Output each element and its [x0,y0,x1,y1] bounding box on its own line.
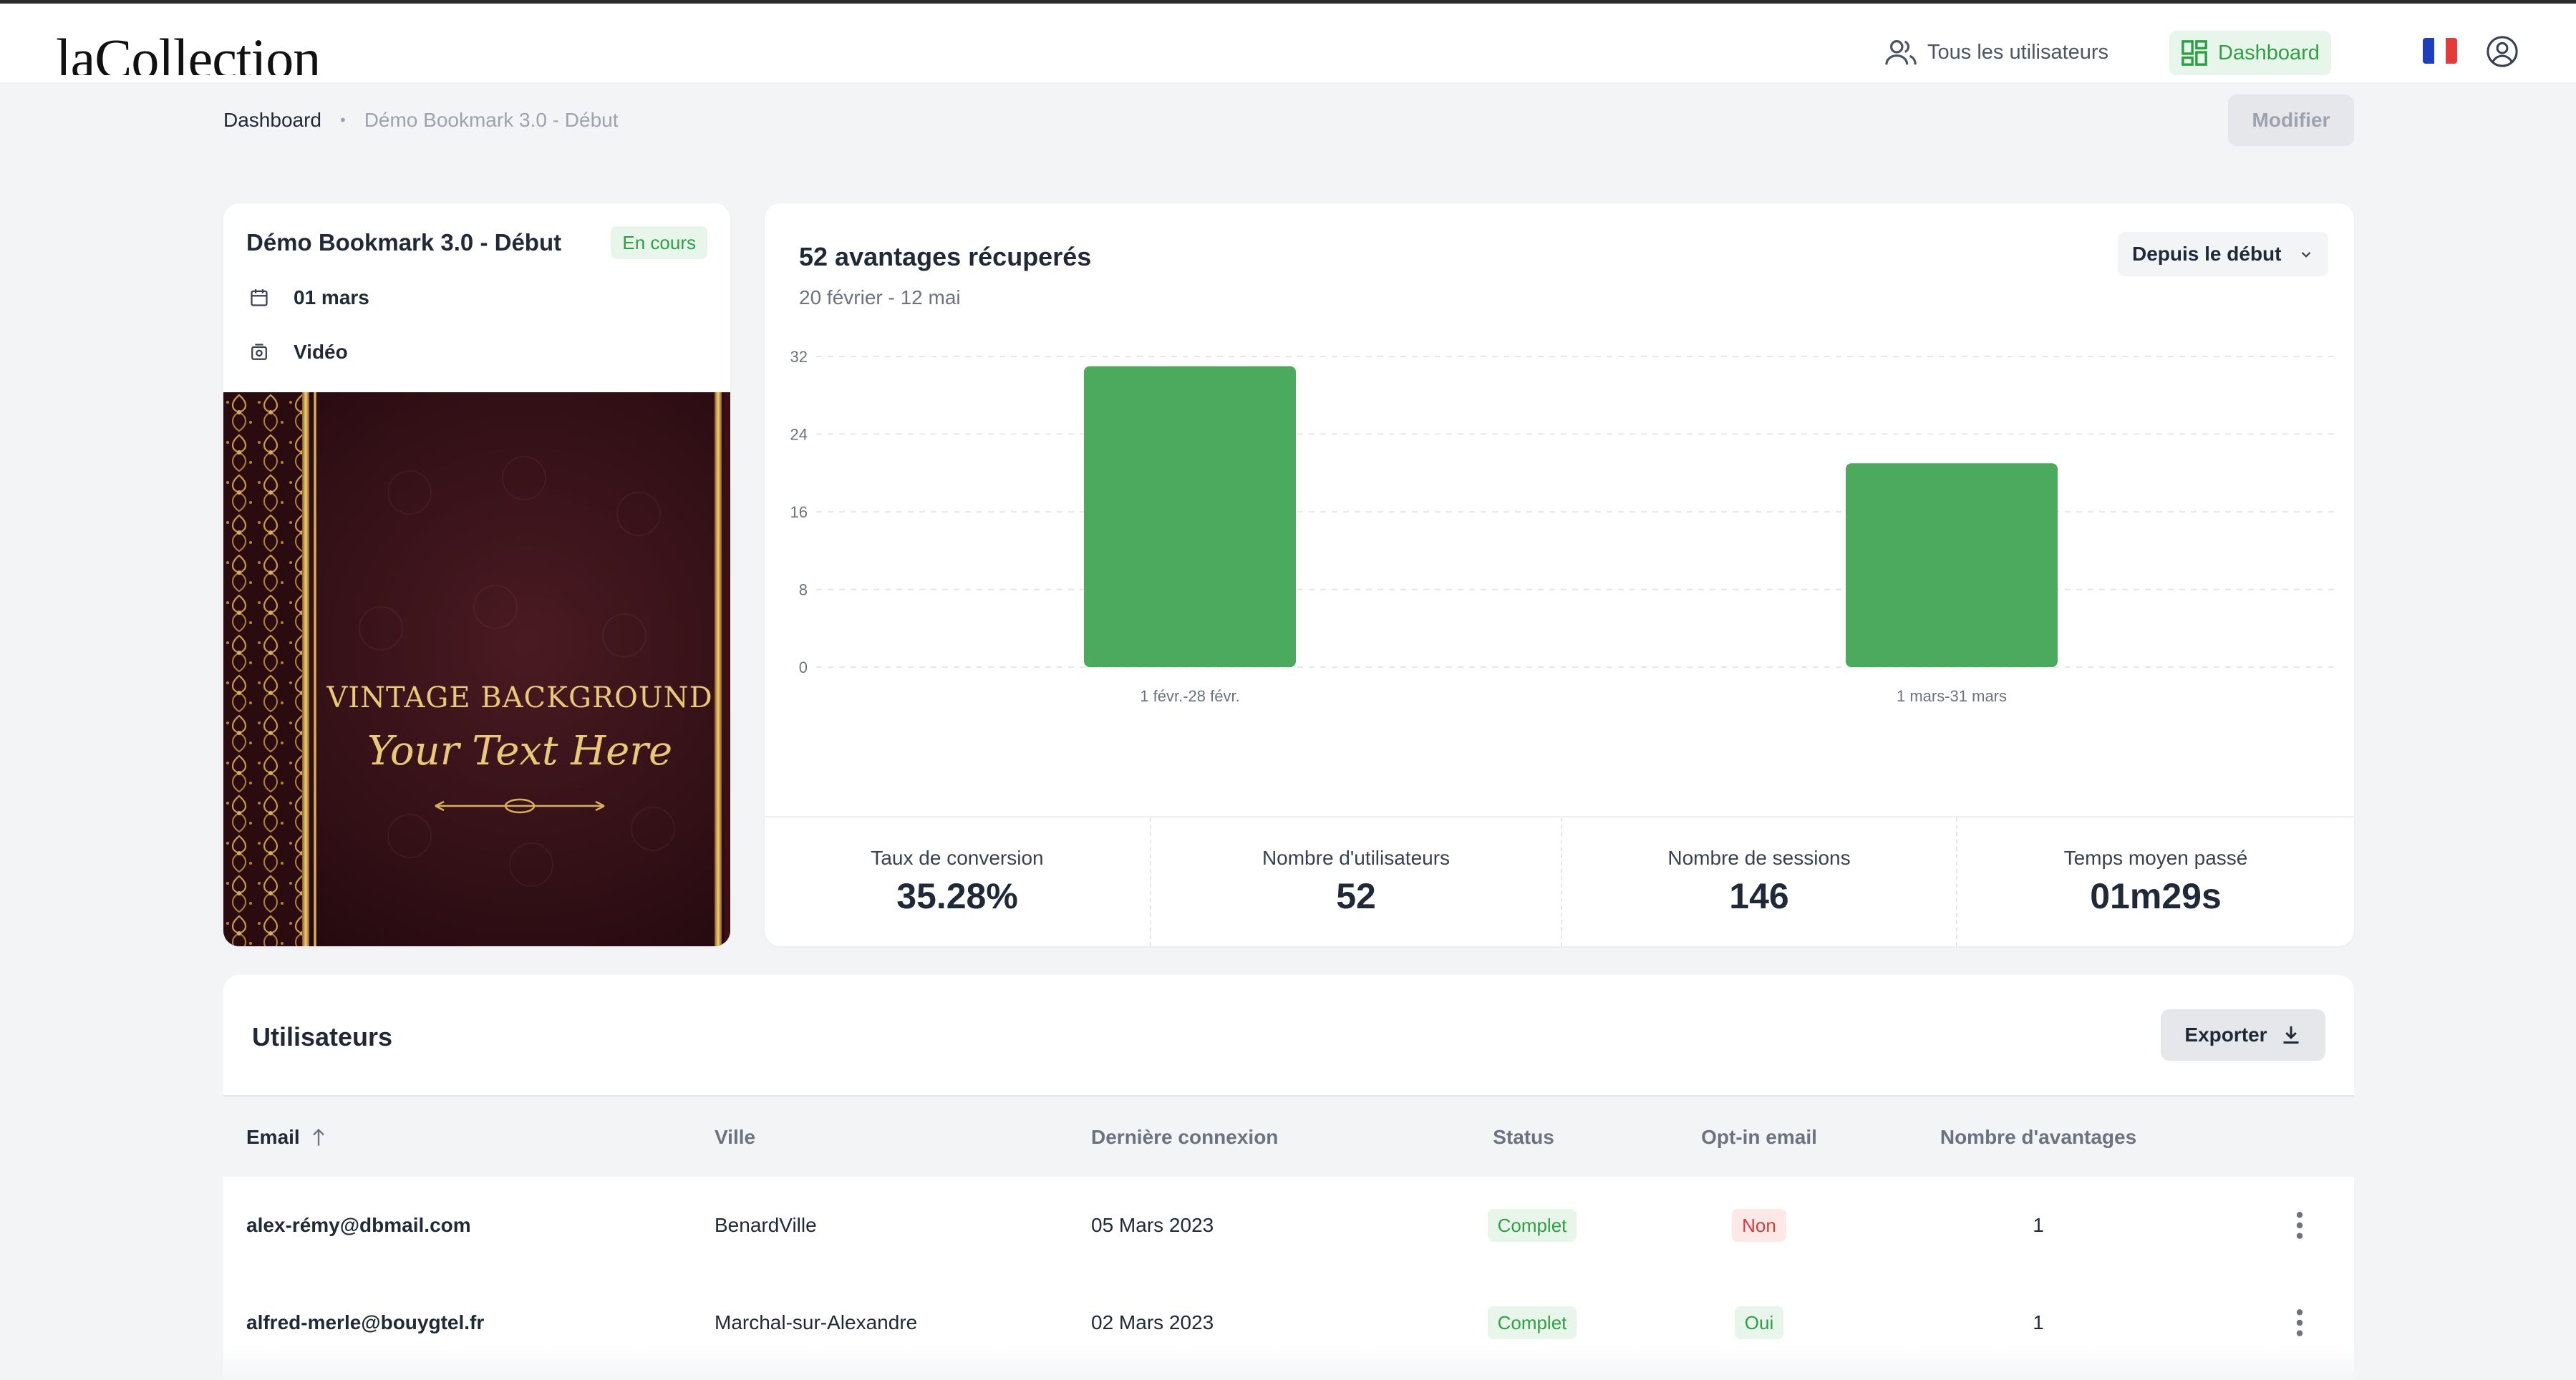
video-icon [251,344,267,360]
column-header-status[interactable]: Status [1493,1126,1554,1148]
cover-script-text: Your Text Here [367,728,672,774]
stat-value: 01m29s [2090,876,2222,916]
column-header-city[interactable]: Ville [715,1126,756,1148]
stat-value: 35.28% [896,876,1018,916]
cell-benefits-count: 1 [2033,1214,2044,1236]
column-header-email[interactable]: Email [246,1097,327,1178]
column-header-last-login[interactable]: Dernière connexion [1091,1126,1279,1148]
stat-label: Nombre d'utilisateurs [1262,847,1451,869]
language-flag-fr-icon[interactable] [2423,38,2457,64]
bar-chart: 0 8 16 24 32 1 févr.-28 févr. 1 mars-31 mars [790,348,2340,705]
column-header-optin[interactable]: Opt-in email [1701,1126,1817,1148]
row-more-options-icon[interactable] [2292,1307,2307,1338]
calendar-icon [251,289,268,306]
x-tick-label: 1 févr.-28 févr. [1140,687,1239,705]
cell-city: Marchal-sur-Alexandre [715,1311,918,1333]
y-tick-label: 8 [799,581,808,599]
column-header-label: Email [246,1126,300,1148]
table-row[interactable]: alex-rémy@dbmail.com BenardVille 05 Mars… [223,1177,2354,1274]
status-badge: Complet [1487,1209,1577,1242]
breadcrumb: Dashboard • Démo Bookmark 3.0 - Début [223,106,619,135]
stat-value: 52 [1336,876,1376,916]
chevron-down-icon [2301,252,2311,258]
bar[interactable] [1846,463,2058,667]
cell-status: Complet [1483,1177,1581,1274]
period-select[interactable]: Depuis le début [2118,232,2328,276]
chart-date-range: 20 février - 12 mai [799,286,961,308]
period-select-value: Depuis le début [2132,243,2282,265]
stat-conversion: Taux de conversion 35.28% [765,817,1151,946]
row-more-options-icon[interactable] [2292,1210,2307,1241]
breadcrumb-current: Démo Bookmark 3.0 - Début [364,109,619,131]
event-type-row: Vidéo [249,341,348,364]
cell-email: alex-rémy@dbmail.com [246,1214,471,1236]
stat-label: Taux de conversion [871,847,1044,869]
users-title: Utilisateurs [252,1022,393,1051]
cell-city: BenardVille [715,1214,817,1236]
status-badge: Complet [1487,1306,1577,1339]
y-tick-label: 16 [790,503,808,521]
chart-title: 52 avantages récuperés [799,242,1092,271]
top-navbar: laCollection Tous les utilisateurs Dashb… [0,0,2576,82]
table-header: Email Ville Dernière connexion Status Op… [223,1095,2354,1177]
optin-badge: Non [1732,1209,1786,1242]
users-card: Utilisateurs Exporter Email Ville Derniè… [223,975,2354,1380]
stats-row: Taux de conversion 35.28% Nombre d'utili… [765,816,2354,946]
stat-value: 146 [1729,876,1789,916]
users-icon [1885,40,1917,65]
bottom-fade [0,1346,2576,1380]
edit-button[interactable]: Modifier [2228,94,2354,146]
account-icon[interactable] [2486,35,2519,68]
breadcrumb-separator: • [339,111,346,129]
cell-last-login: 02 Mars 2023 [1091,1311,1214,1333]
column-header-benefits-count[interactable]: Nombre d'avantages [1940,1126,2137,1148]
nav-dashboard-label: Dashboard [2218,41,2320,64]
event-card: Démo Bookmark 3.0 - Début En cours 01 ma… [223,203,730,946]
cell-last-login: 05 Mars 2023 [1091,1214,1214,1236]
download-icon [2283,1026,2299,1044]
stat-label: Temps moyen passé [2063,847,2248,869]
cell-optin: Oui [1691,1274,1827,1371]
nav-all-users[interactable]: Tous les utilisateurs [1884,35,2108,69]
stat-avg-time: Temps moyen passé 01m29s [1957,817,2354,946]
stat-users: Nombre d'utilisateurs 52 [1151,817,1562,946]
x-tick-label: 1 mars-31 mars [1897,687,2007,705]
cover-headline: VINTAGE BACKGROUND [326,681,712,714]
optin-badge: Oui [1734,1306,1784,1339]
y-tick-label: 24 [790,426,808,444]
nav-all-users-label: Tous les utilisateurs [1927,40,2109,64]
breadcrumb-dashboard-link[interactable]: Dashboard [223,109,321,131]
event-cover-image: VINTAGE BACKGROUND Your Text Here [223,392,730,946]
event-title: Démo Bookmark 3.0 - Début [246,229,562,256]
y-tick-label: 0 [799,659,808,676]
app-logo[interactable]: laCollection [56,27,321,75]
event-date-row: 01 mars [249,286,369,309]
cell-optin: Non [1691,1177,1827,1274]
benefits-chart-card: 52 avantages récuperés 20 février - 12 m… [765,203,2354,946]
event-type: Vidéo [294,341,348,363]
cell-status: Complet [1483,1274,1581,1371]
y-tick-label: 32 [790,348,808,366]
cell-email: alfred-merle@bouygtel.fr [246,1311,485,1333]
stat-label: Nombre de sessions [1667,847,1851,869]
nav-dashboard[interactable]: Dashboard [2169,31,2331,75]
export-button-label: Exporter [2184,1024,2267,1046]
stat-sessions: Nombre de sessions 146 [1562,817,1957,946]
sort-ascending-icon [312,1128,324,1146]
cell-benefits-count: 1 [2033,1311,2044,1333]
export-button[interactable]: Exporter [2161,1009,2325,1061]
event-date: 01 mars [294,286,369,308]
dashboard-icon [2182,40,2207,66]
status-badge: En cours [611,226,707,259]
bar[interactable] [1084,366,1296,667]
